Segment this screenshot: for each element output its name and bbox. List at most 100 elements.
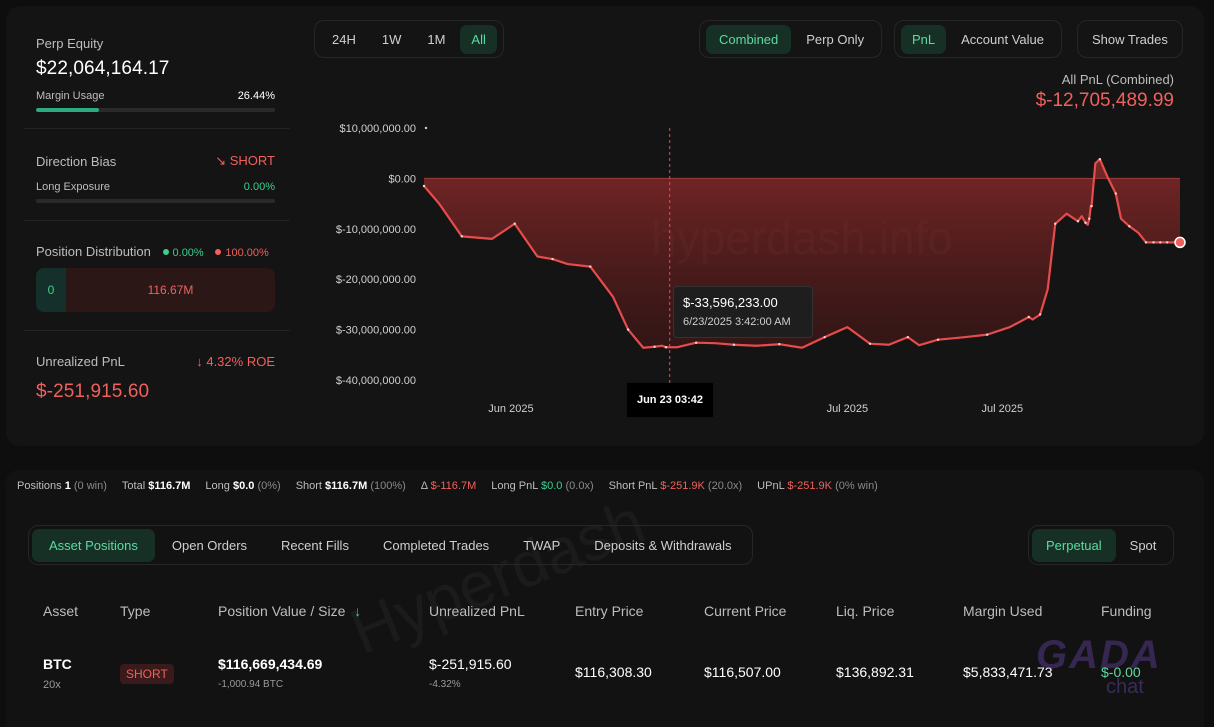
gada-logo-sub: chat: [1106, 676, 1144, 698]
data-point: [1159, 241, 1162, 244]
metric-pnl[interactable]: PnL: [901, 24, 947, 54]
mode-perp-only[interactable]: Perp Only: [806, 31, 865, 47]
data-point: [1076, 220, 1080, 223]
header-unrealized-pnl[interactable]: Unrealized PnL: [429, 603, 525, 619]
header-current-price[interactable]: Current Price: [704, 603, 787, 619]
cell-funding: $-0.00: [1101, 664, 1141, 680]
positions-tabs: Asset Positions Open Orders Recent Fills…: [28, 525, 753, 565]
data-point: [1128, 225, 1131, 228]
perp-equity-label: Perp Equity: [36, 36, 104, 51]
tab-spot[interactable]: Spot: [1129, 537, 1157, 553]
data-point: [1152, 241, 1155, 244]
sort-down-icon: ↓: [354, 603, 362, 619]
tab-open-orders[interactable]: Open Orders: [171, 537, 248, 553]
time-range-1m[interactable]: 1M: [427, 31, 446, 47]
cell-liq-price: $136,892.31: [836, 664, 914, 680]
pnl-title: All PnL (Combined): [1061, 72, 1174, 87]
tab-perpetual[interactable]: Perpetual: [1032, 528, 1116, 562]
direction-bias-indicator: ↘ SHORT: [215, 153, 275, 169]
dist-long-segment: 0: [36, 268, 66, 312]
distribution-bar: 0 116.67M: [36, 268, 275, 312]
header-entry-price[interactable]: Entry Price: [575, 603, 644, 619]
divider: [24, 330, 290, 331]
total-value: $116.7M: [148, 480, 191, 492]
y-tick-label: $-40,000,000.00: [336, 375, 416, 387]
cell-unrealized-pnl: $-251,915.60: [429, 656, 512, 672]
metric-selector: PnL Account Value: [894, 20, 1063, 58]
data-point: [778, 343, 781, 346]
data-point: [1165, 241, 1169, 244]
mode-combined[interactable]: Combined: [706, 24, 792, 54]
data-point: [1054, 222, 1057, 225]
long-value: $0.0: [232, 480, 255, 492]
total-label: Total: [121, 480, 146, 492]
upnl-note: (0% win): [835, 480, 878, 492]
tab-asset-positions[interactable]: Asset Positions: [32, 528, 155, 562]
unrealized-pnl-block: Unrealized PnL ↓ 4.32% ROE $-251,915.60: [36, 354, 292, 403]
header-asset[interactable]: Asset: [43, 603, 79, 619]
roe-indicator: ↓ 4.32% ROE: [196, 354, 275, 369]
data-point: [694, 341, 698, 344]
cell-current-price: $116,507.00: [704, 664, 781, 680]
data-point: [906, 335, 910, 339]
margin-usage-fill: [36, 108, 100, 112]
data-point: [460, 235, 463, 238]
metric-account-value[interactable]: Account Value: [961, 31, 1045, 47]
tab-deposits-withdrawals[interactable]: Deposits & Withdrawals: [594, 537, 732, 553]
crosshair-x-label: Jun 23 03:42: [627, 383, 713, 417]
short-dot-icon: [215, 249, 222, 255]
data-point: [626, 328, 630, 331]
dist-long-pct: 0.00%: [172, 247, 204, 259]
header-funding[interactable]: Funding: [1101, 603, 1152, 619]
positions-value: 1: [64, 480, 71, 492]
cell-margin-used: $5,833,471.73: [963, 664, 1053, 680]
data-point: [589, 265, 592, 268]
time-range-1w[interactable]: 1W: [381, 31, 402, 47]
unrealized-pnl-label: Unrealized PnL: [36, 354, 125, 369]
header-liq-price[interactable]: Liq. Price: [836, 603, 895, 619]
tab-twap[interactable]: TWAP: [523, 537, 561, 553]
unrealized-pnl-value: $-251,915.60: [36, 381, 150, 402]
pnl-line: [423, 158, 1180, 349]
pnl-chart[interactable]: $10,000,000.00 $0.00 $-10,000,000.00 $-20,0…: [300, 110, 1190, 420]
cell-position-value: $116,669,434.69: [218, 656, 323, 672]
tab-recent-fills[interactable]: Recent Fills: [281, 537, 349, 553]
short-pnl-note: (20.0x): [707, 480, 743, 492]
short-pnl-value: $-251.9K: [660, 480, 705, 492]
long-label: Long: [205, 480, 230, 492]
data-point: [551, 257, 554, 261]
short-note: (100%): [370, 480, 406, 492]
y-tick-label: $10,000,000.00: [340, 123, 416, 135]
data-point: [1098, 158, 1102, 161]
header-position-value[interactable]: Position Value / Size ↓: [218, 603, 361, 619]
pnl-area-fill: [424, 159, 1180, 348]
time-range-all[interactable]: All: [460, 24, 497, 54]
tab-completed-trades[interactable]: Completed Trades: [382, 537, 490, 553]
data-point: [1084, 221, 1087, 224]
header-margin-used[interactable]: Margin Used: [963, 603, 1043, 619]
show-trades-button[interactable]: Show Trades: [1077, 20, 1183, 58]
x-tick-label: Jul 2025: [982, 403, 1024, 415]
data-point: [1088, 217, 1091, 220]
data-point: [653, 345, 656, 348]
long-pnl-label: Long PnL: [491, 480, 538, 492]
tooltip-timestamp: 6/23/2025 3:42:00 AM: [683, 316, 791, 328]
cell-asset[interactable]: BTC: [43, 656, 72, 672]
data-point: [422, 184, 426, 188]
x-tick-label: Jun 2025: [488, 403, 533, 415]
chart-tooltip: $-33,596,233.00 6/23/2025 3:42:00 AM: [673, 286, 813, 338]
divider: [24, 128, 290, 129]
time-range-24h[interactable]: 24H: [332, 31, 356, 47]
positions-summary: Positions 1 (0 win) Total $116.7M Long $…: [6, 470, 1204, 502]
data-point: [732, 343, 736, 346]
direction-bias-block: Direction Bias ↘ SHORT Long Exposure 0.0…: [36, 153, 292, 203]
header-type[interactable]: Type: [120, 603, 151, 619]
direction-bias-label: Direction Bias: [36, 153, 117, 169]
upnl-label: UPnL: [757, 480, 785, 492]
long-pnl-value: $0.0: [541, 480, 563, 492]
data-point: [1144, 241, 1148, 244]
data-point: [1038, 313, 1042, 316]
data-point: [1114, 192, 1117, 195]
dist-short-pct: 100.00%: [225, 247, 269, 259]
gada-logo: GADA: [1036, 633, 1162, 677]
